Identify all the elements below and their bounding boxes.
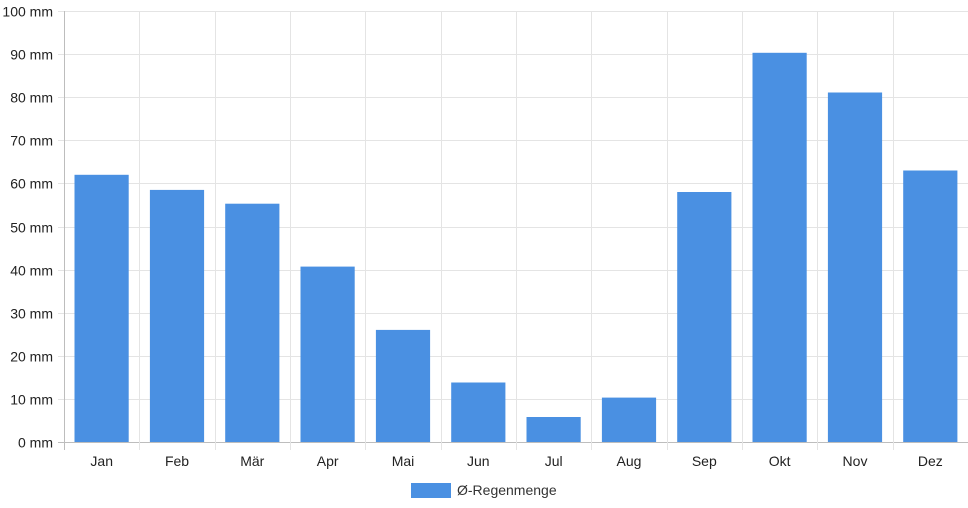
x-tick-label: Apr — [317, 453, 339, 469]
y-tick-label: 10 mm — [10, 392, 53, 408]
bar-Dez[interactable] — [903, 170, 958, 443]
bar-Sep[interactable] — [677, 192, 732, 442]
y-tick-label: 90 mm — [10, 47, 53, 63]
axes: 0 mm 10 mm 20 mm 30 mm 40 mm 50 mm 60 mm 70 mm 8… — [2, 4, 942, 470]
bar-Jan[interactable] — [74, 174, 129, 443]
y-tick-label: 80 mm — [10, 90, 53, 106]
x-tick-label: Nov — [843, 453, 868, 469]
legend-swatch — [411, 483, 451, 498]
bar-Jul[interactable] — [526, 417, 581, 442]
bar-Nov[interactable] — [827, 92, 883, 443]
bar-Aug[interactable] — [601, 397, 657, 442]
grid — [58, 11, 968, 450]
x-tick-label: Dez — [918, 453, 943, 469]
y-tick-label: 50 mm — [10, 220, 53, 236]
x-tick-label: Jul — [545, 453, 563, 469]
legend-label: Ø-Regenmenge — [457, 482, 557, 498]
bar-Jun[interactable] — [451, 382, 506, 443]
x-tick-label: Mai — [392, 453, 415, 469]
y-tick-label: 70 mm — [10, 133, 53, 149]
x-tick-label: Sep — [692, 453, 717, 469]
x-tick-label: Mär — [240, 453, 264, 469]
y-tick-label: 60 mm — [10, 176, 53, 192]
legend[interactable]: Ø-Regenmenge — [411, 482, 557, 498]
y-tick-label: 0 mm — [18, 435, 53, 451]
x-tick-label: Okt — [769, 453, 791, 469]
x-tick-label: Aug — [617, 453, 642, 469]
bar-Apr[interactable] — [300, 266, 355, 442]
y-tick-label: 40 mm — [10, 263, 53, 279]
x-tick-label: Jan — [90, 453, 113, 469]
x-tick-label: Jun — [467, 453, 490, 469]
bar-Feb[interactable] — [149, 189, 205, 442]
bar-Mai[interactable] — [375, 329, 431, 442]
bars — [74, 52, 958, 443]
bar-Mär[interactable] — [225, 203, 280, 442]
y-tick-label: 100 mm — [2, 4, 53, 20]
bar-Okt[interactable] — [752, 52, 807, 443]
y-tick-label: 30 mm — [10, 306, 53, 322]
y-tick-label: 20 mm — [10, 349, 53, 365]
x-tick-label: Feb — [165, 453, 189, 469]
